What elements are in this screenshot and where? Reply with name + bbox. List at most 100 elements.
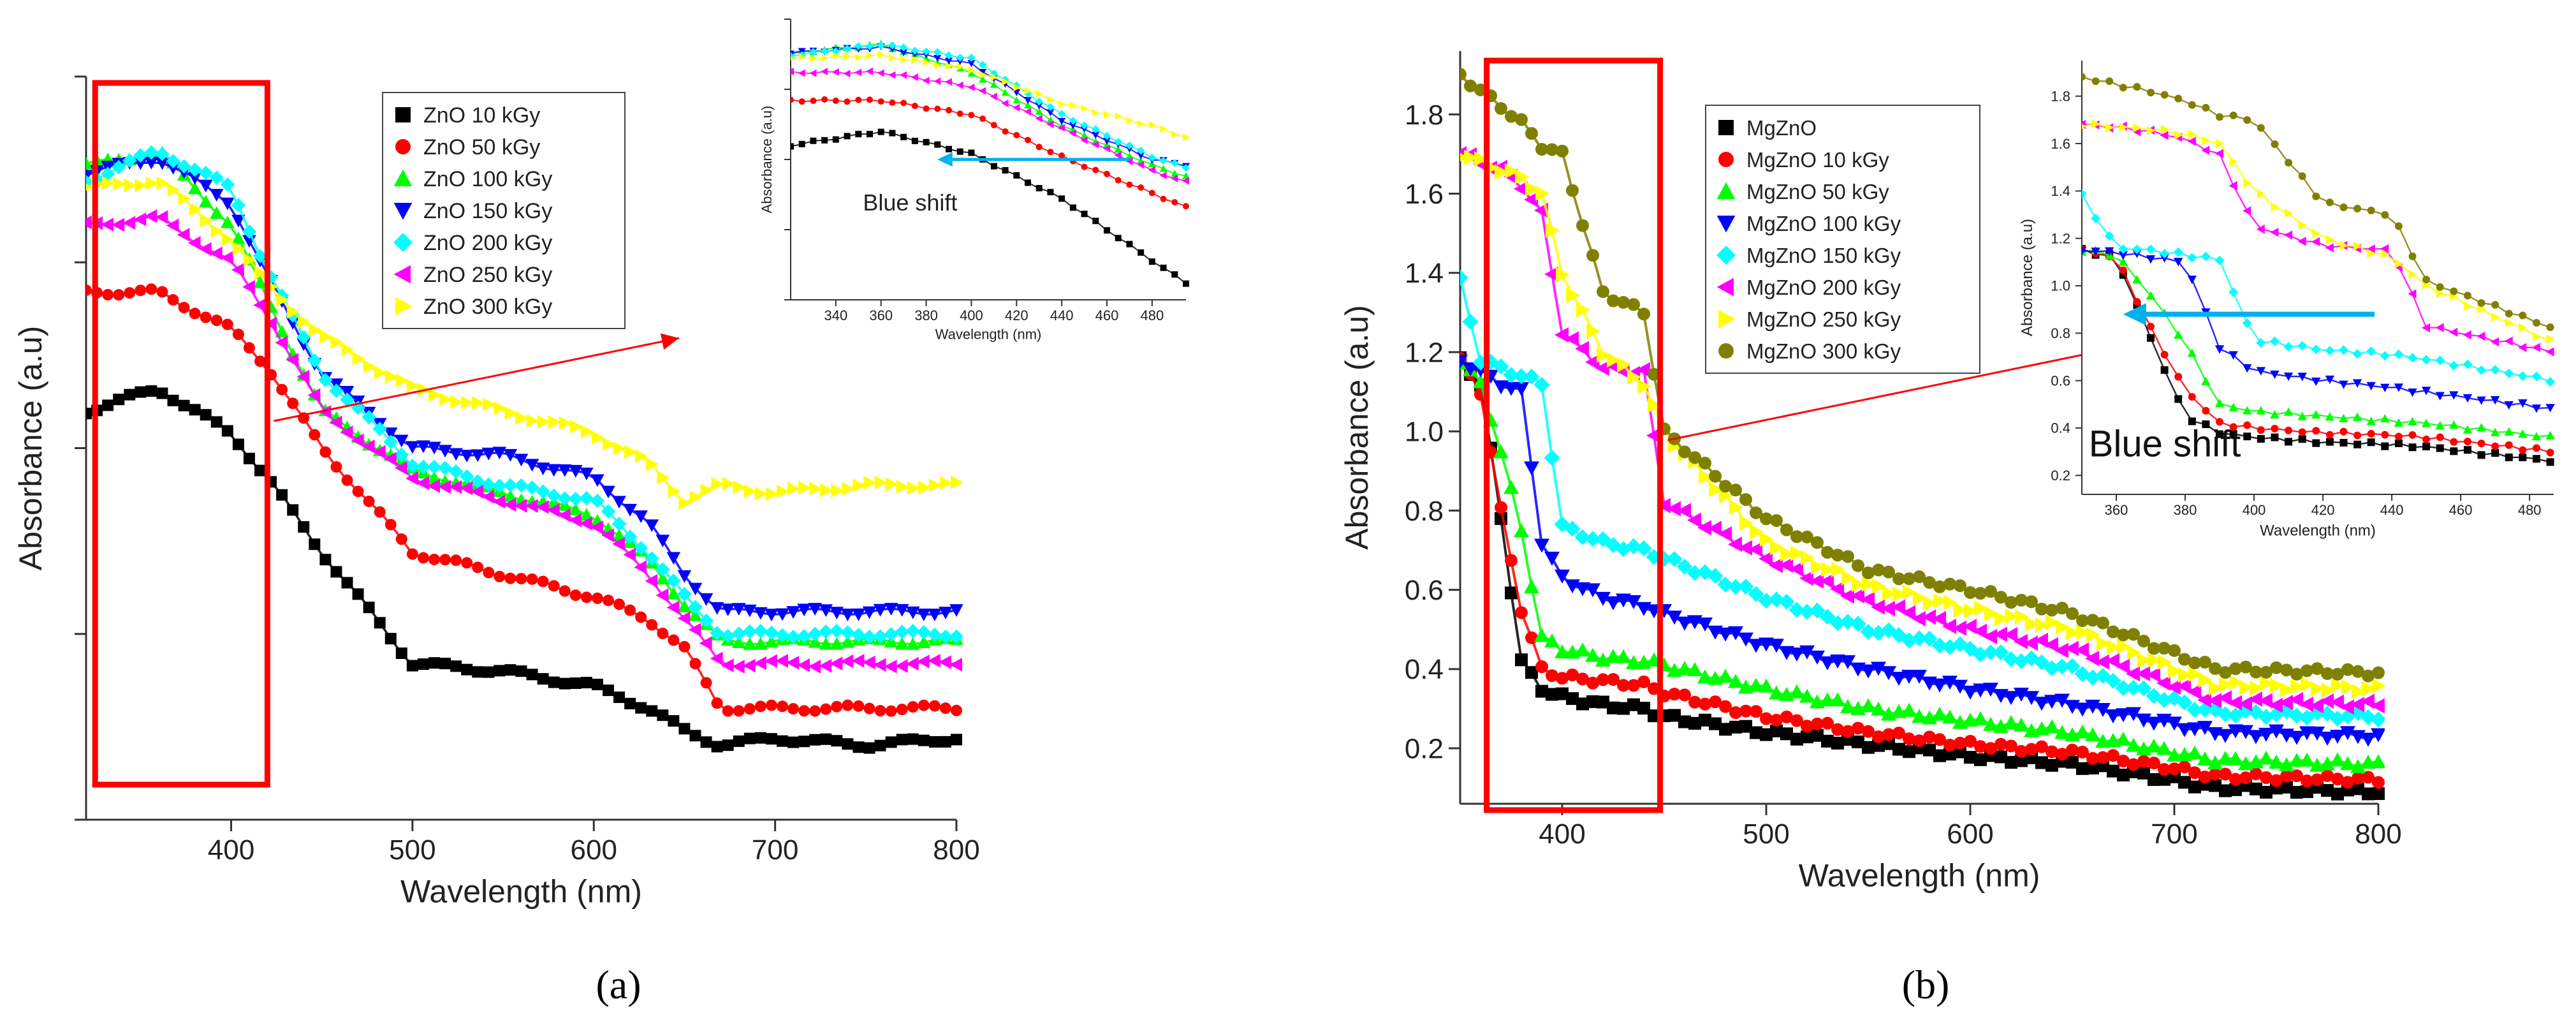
b-inset-series-6 xyxy=(2082,119,2555,344)
a-zoom-arrow xyxy=(274,337,680,422)
b-inset-y-tick-label: 1.2 xyxy=(2051,230,2070,246)
a-inset-series-4 xyxy=(791,41,1190,172)
b-inset-series-4 xyxy=(2082,189,2556,387)
b-inset-series-7 xyxy=(2082,73,2554,332)
b-y-tick-label: 0.4 xyxy=(1405,654,1444,685)
a-series-line xyxy=(86,214,957,668)
b-inset-series-3 xyxy=(2082,247,2555,413)
a-inset-x-tick-label: 480 xyxy=(1140,307,1164,323)
b-y-tick-label: 0.2 xyxy=(1405,733,1444,764)
a-series-6 xyxy=(86,176,963,510)
b-series-line xyxy=(1460,360,2379,741)
a-legend-marker xyxy=(395,297,413,316)
a-inset-x-tick-label: 340 xyxy=(824,307,847,323)
a-legend-marker xyxy=(393,169,413,186)
b-x-tick-label: 800 xyxy=(2355,818,2401,850)
b-inset-x-tick-label: 380 xyxy=(2174,502,2197,518)
b-inset-series-line xyxy=(2082,122,2550,340)
b-inset-point xyxy=(2545,431,2555,440)
b-inset-bg xyxy=(2082,61,2554,494)
a-x-tick-label: 400 xyxy=(208,834,254,866)
b-legend-box xyxy=(1705,105,1980,374)
b-inset-x-tick-label: 480 xyxy=(2518,502,2542,518)
b-series-line xyxy=(1460,152,2379,709)
a-legend-label: ZnO 250 kGy xyxy=(423,263,552,287)
b-inset-x-axis-label: Wavelength (nm) xyxy=(2260,522,2376,539)
a-legend-label: ZnO 300 kGy xyxy=(423,295,552,319)
b-series-4 xyxy=(1460,269,2385,728)
a-legend-box xyxy=(382,92,626,329)
a-x-axis-label: Wavelength (nm) xyxy=(400,874,642,910)
b-series-2 xyxy=(1460,355,2385,773)
b-highlight-box xyxy=(1484,57,1664,813)
a-legend-marker xyxy=(395,107,411,122)
b-inset-series-line xyxy=(2082,193,2551,383)
b-series-line xyxy=(1460,73,2379,677)
b-x-tick-label: 400 xyxy=(1539,818,1585,850)
b-inset-y-tick-label: 1.0 xyxy=(2051,278,2070,294)
b-inset-series-line xyxy=(2082,76,2550,329)
panel-a: 400 500 600 700 800 Wavelength (nm) Absorbance… xyxy=(13,18,1190,910)
b-inset-y-axis-label: Absorbance (a.u) xyxy=(2019,219,2036,336)
a-x-tick-label: 800 xyxy=(933,834,979,866)
a-legend-label: ZnO 200 kGy xyxy=(423,231,552,255)
b-inset-y-tick-label: 0.2 xyxy=(2051,468,2070,484)
a-inset-blue-arrowhead xyxy=(937,152,953,167)
b-series-line xyxy=(1460,277,2379,721)
a-inset-series-line xyxy=(791,98,1187,207)
b-inset-x-tick-label: 460 xyxy=(2449,502,2473,518)
b-inset-series-0 xyxy=(2082,245,2554,466)
b-y-tick-label: 1.8 xyxy=(1405,100,1444,131)
b-inset-point xyxy=(2546,334,2555,344)
b-inset-series-1 xyxy=(2082,245,2554,457)
a-inset-x-tick-label: 360 xyxy=(869,307,893,323)
a-point xyxy=(951,475,963,490)
a-x-tick-label: 500 xyxy=(389,834,435,866)
b-series-1 xyxy=(1460,351,2385,789)
a-x-tick-label: 600 xyxy=(571,834,617,866)
b-legend-marker xyxy=(1716,246,1736,265)
b-series-line xyxy=(1460,357,2379,784)
a-inset-x-axis-label: Wavelength (nm) xyxy=(935,327,1042,343)
a-inset-x-tick-label: 420 xyxy=(1005,307,1028,323)
b-x-tick-label: 600 xyxy=(1947,818,1993,850)
a-inset-annotation: Blue shift xyxy=(863,189,957,216)
b-inset-x-tick-label: 420 xyxy=(2311,502,2335,518)
b-inset-y-tick-label: 0.4 xyxy=(2051,420,2070,436)
b-inset-series-line xyxy=(2082,123,2550,353)
a-series-5 xyxy=(86,209,962,674)
b-y-tick-label: 0.8 xyxy=(1405,496,1444,527)
b-inset-y-tick-label: 0.6 xyxy=(2051,373,2070,388)
a-inset-series-line xyxy=(791,131,1187,285)
b-y-tick-label: 1.6 xyxy=(1405,179,1444,210)
b-legend-label: MgZnO 50 kGy xyxy=(1746,180,1889,203)
b-inset-x-tick-label: 400 xyxy=(2243,502,2266,518)
b-series-5 xyxy=(1460,146,2385,715)
panel-b-label: (b) xyxy=(1902,962,1950,1007)
b-legend-label: MgZnO 250 kGy xyxy=(1746,307,1901,331)
a-series-line xyxy=(86,151,957,646)
a-inset-series-5 xyxy=(791,67,1189,185)
b-inset-series-line xyxy=(2082,248,2550,454)
a-series-4 xyxy=(86,145,963,644)
a-x-tick-label: 700 xyxy=(752,834,798,866)
b-point xyxy=(1460,355,1468,369)
b-inset-y-tick-label: 1.8 xyxy=(2051,88,2070,104)
b-inset-point xyxy=(2082,247,2087,256)
b-y-tick-label: 0.6 xyxy=(1405,575,1444,606)
a-inset-series-6 xyxy=(791,50,1190,142)
a-inset-x-tick-label: 460 xyxy=(1095,307,1119,323)
b-legend-label: MgZnO 150 kGy xyxy=(1746,244,1901,267)
b-series-6 xyxy=(1460,149,2385,699)
panel-b: 400 500 600 700 800 0.2 0.4 0.6 0.8 1.0 1.2 1.4 1.6 1… xyxy=(1339,51,2556,894)
b-legend-marker xyxy=(1718,343,1734,359)
a-legend-label: ZnO 10 kGy xyxy=(423,103,540,128)
b-series-line xyxy=(1460,156,2379,693)
b-legend-label: MgZnO xyxy=(1746,116,1817,140)
b-inset-y-tick-label: 0.8 xyxy=(2051,325,2070,341)
a-y-axis-label: Absorbance (a.u) xyxy=(13,326,48,571)
a-legend-marker xyxy=(393,203,413,220)
a-inset-x-tick-label: 440 xyxy=(1050,307,1074,323)
b-series-line xyxy=(1460,357,2379,795)
